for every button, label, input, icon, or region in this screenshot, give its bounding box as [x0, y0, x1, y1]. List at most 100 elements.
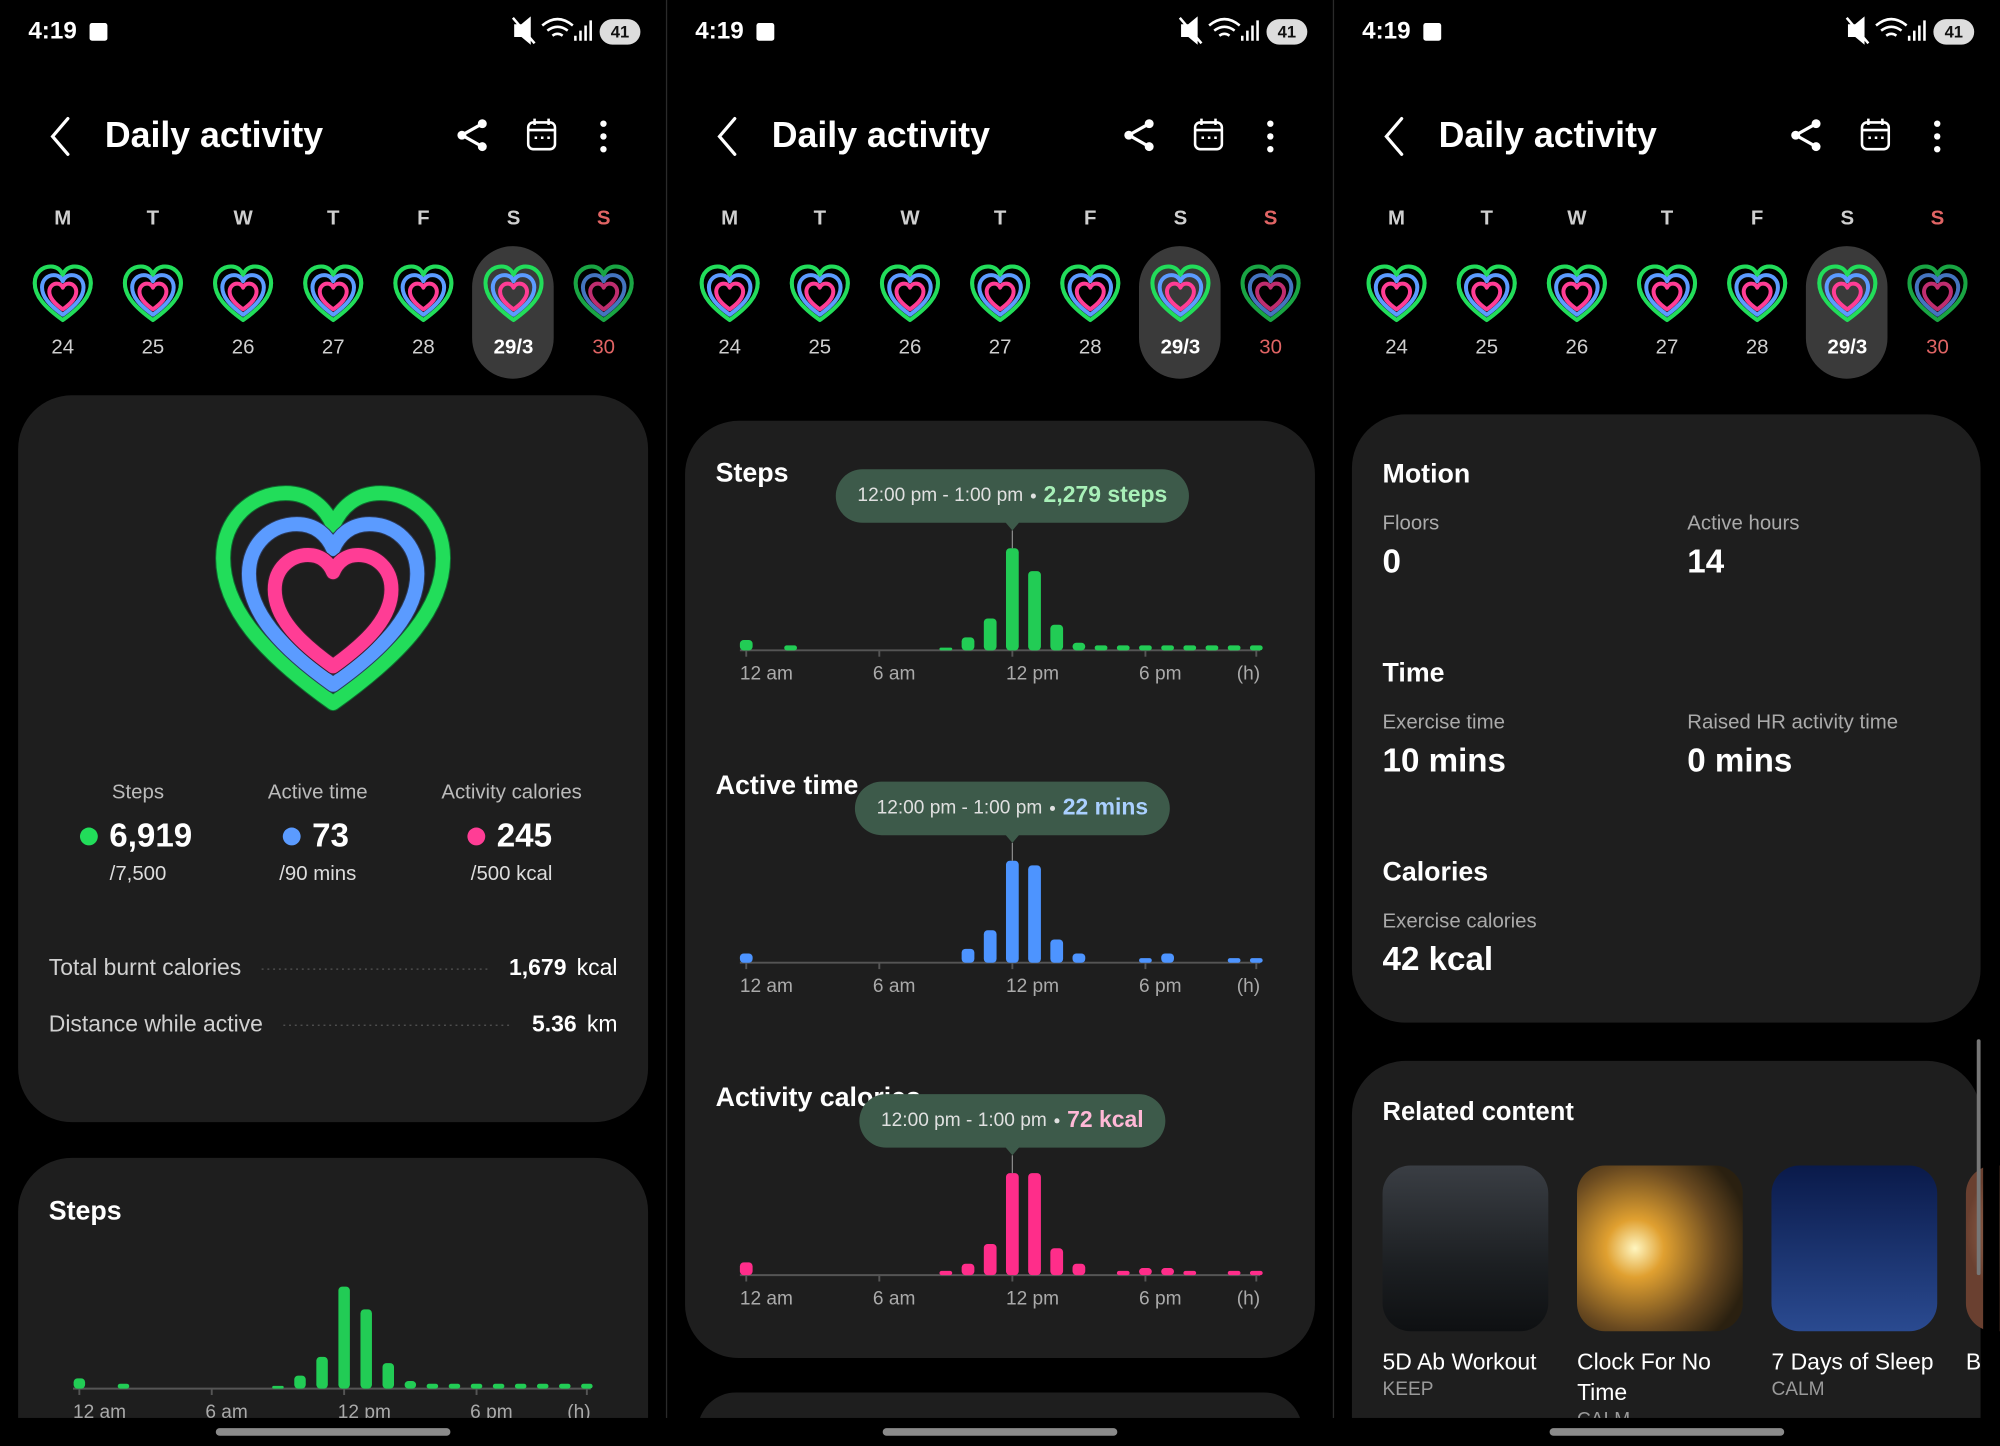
bar [1139, 1268, 1152, 1276]
ring-active [493, 275, 535, 315]
related-item-source: KEEP [1382, 1378, 1434, 1401]
ring-calories [1077, 284, 1104, 310]
bar [1227, 958, 1241, 963]
bar [1249, 645, 1263, 651]
metric-goal: /500 kcal [471, 863, 553, 885]
activity-rings [395, 267, 451, 321]
gallery-icon [89, 22, 108, 41]
total-value: 5.36 [532, 1010, 577, 1036]
ring-active [222, 275, 264, 315]
related-item-title[interactable]: 5D Ab Workout [1382, 1349, 1537, 1375]
ring-active [1376, 275, 1418, 315]
ring-steps [792, 267, 848, 321]
share-dot [1791, 130, 1801, 140]
day-letter: T [994, 208, 1007, 230]
bar [739, 953, 753, 963]
summary-card [18, 395, 649, 1123]
day-letter: S [1931, 208, 1945, 230]
home-indicator[interactable] [882, 1428, 1118, 1436]
day-letter: F [1084, 208, 1096, 230]
bar [1028, 1173, 1041, 1276]
total-unit: km [587, 1010, 618, 1036]
more-dot[interactable] [600, 120, 607, 127]
related-item-title[interactable]: Clock For No Time [1576, 1349, 1711, 1406]
calendar-button[interactable] [526, 121, 557, 151]
panel-summary: Steps 6,919/7,500 Active time 73/90 mins Act… [18, 395, 649, 1446]
activity-rings [305, 267, 361, 321]
tooltip-separator [1049, 805, 1056, 811]
day-letter: S [1264, 208, 1278, 230]
bar [1005, 548, 1019, 651]
related-thumbnail[interactable] [1576, 1165, 1743, 1332]
chart-title: Steps [716, 457, 789, 487]
day-date: 24 [718, 337, 741, 359]
more-dot[interactable] [1934, 120, 1941, 127]
gallery-icon [1423, 22, 1442, 41]
activity-rings [702, 267, 758, 321]
related-thumbnail[interactable] [1771, 1165, 1938, 1332]
day-letter: T [1480, 208, 1493, 230]
tooltip-pointer [1004, 1146, 1021, 1156]
x-tick-label: 12 pm [1006, 976, 1059, 997]
day-date: 25 [808, 337, 831, 359]
ring-steps [35, 267, 91, 321]
battery [1933, 19, 1975, 45]
bar [1072, 1263, 1086, 1276]
more-dot[interactable] [1267, 120, 1274, 127]
day-letter: T [147, 208, 160, 230]
bar [1183, 1270, 1197, 1276]
day-date: 29/3 [1827, 337, 1867, 359]
ring-steps [1549, 267, 1605, 321]
tooltip: 12:00 pm - 1:00 pm 2,279 steps [835, 469, 1189, 549]
x-tick-label: 12 am [740, 1288, 793, 1309]
big-rings [223, 493, 443, 703]
metric-icon [79, 827, 98, 846]
more-dot[interactable] [1934, 133, 1941, 140]
related-thumbnail[interactable] [1382, 1165, 1549, 1332]
home-indicator[interactable] [215, 1428, 451, 1436]
more-dot[interactable] [600, 133, 607, 140]
activity-rings [485, 267, 541, 321]
back-button[interactable] [50, 116, 70, 156]
ring-calories [987, 284, 1014, 310]
day-date: 24 [1385, 337, 1408, 359]
back-button[interactable] [717, 116, 737, 156]
bar [514, 1383, 527, 1389]
mute-icon [511, 16, 536, 45]
related-item-title[interactable]: 7 Days of Sleep [1771, 1349, 1934, 1375]
ring-steps [882, 267, 938, 321]
section-title: Time [1383, 658, 1445, 688]
bar [1028, 865, 1041, 963]
status-time: 4:19 [695, 17, 743, 44]
home-indicator[interactable] [1549, 1428, 1785, 1436]
battery-level: 41 [1278, 23, 1296, 42]
ring-active [1556, 275, 1598, 315]
bar [983, 618, 997, 651]
x-tick-label: 12 am [73, 1402, 126, 1423]
ring-calories [410, 284, 437, 310]
ring-calories [320, 284, 347, 310]
bar [1116, 645, 1130, 651]
page-title: Daily activity [772, 115, 990, 155]
back-button[interactable] [1384, 116, 1404, 156]
calendar-detail [1195, 118, 1222, 139]
ring-active [249, 524, 417, 685]
bar [492, 1383, 505, 1389]
calendar-button[interactable] [1193, 121, 1224, 151]
tooltip: 12:00 pm - 1:00 pm 72 kcal [859, 1094, 1166, 1174]
calendar-button[interactable] [1860, 121, 1891, 151]
ring-calories [1167, 284, 1194, 310]
detail-value: 14 [1687, 543, 1724, 580]
bar [1161, 1268, 1174, 1276]
more-dot[interactable] [1934, 146, 1941, 153]
activity-rings [1729, 267, 1785, 321]
bar [470, 1383, 483, 1389]
day-letter: T [327, 208, 340, 230]
metric-label: Active time [268, 782, 368, 804]
more-dot[interactable] [600, 146, 607, 153]
ring-calories [1473, 284, 1500, 310]
x-tick-label: 6 pm [1139, 664, 1181, 685]
more-dot[interactable] [1267, 133, 1274, 140]
more-dot[interactable] [1267, 146, 1274, 153]
